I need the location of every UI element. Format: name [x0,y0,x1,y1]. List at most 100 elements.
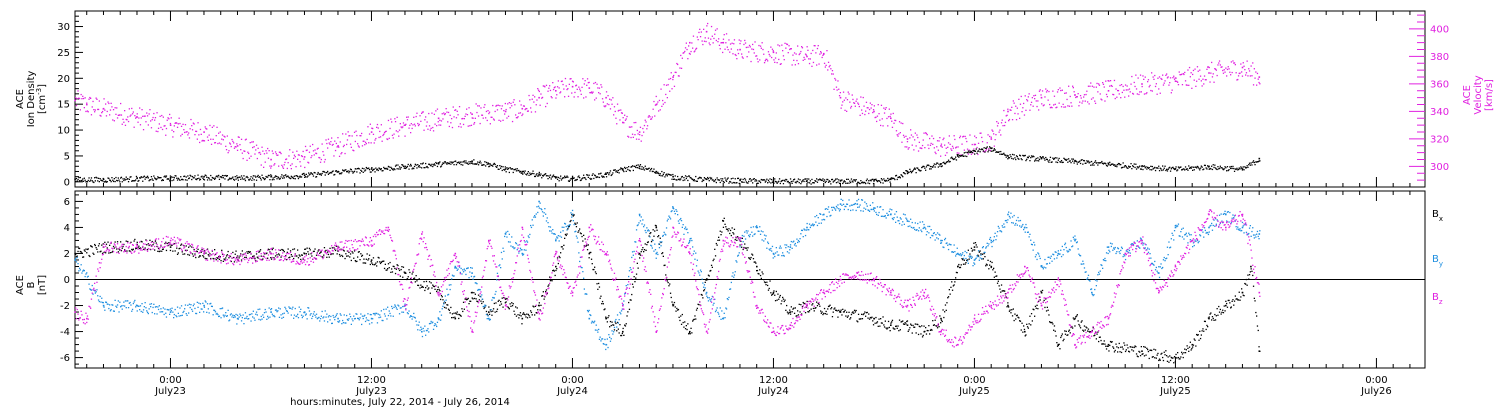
density-series-point [668,173,670,176]
bx-series-point [496,308,499,310]
bx-series-point [977,254,979,256]
bx-series-point [240,259,243,261]
bx-series-point [794,307,796,309]
bx-series-point [285,259,288,261]
bx-series-point [495,302,497,304]
density-series-point [501,169,503,172]
density-series-point [816,181,819,183]
bx-series-point [791,311,793,313]
bx-series-point [512,303,514,305]
velocity-series-point [938,140,940,142]
density-series-point [1046,158,1048,161]
velocity-series-point [704,37,706,39]
velocity-series-point [854,105,856,107]
density-series-point [104,181,106,183]
bx-series-point [235,250,237,252]
density-series-point [492,165,494,167]
by-series-point [131,308,134,311]
by-series-point [217,313,219,316]
bx-series-point [164,242,166,245]
density-series-point [581,178,583,180]
bx-series-point [489,309,491,311]
velocity-series-point [1137,77,1139,79]
velocity-series-point [1161,78,1163,80]
bx-series-point [1125,349,1127,351]
density-series-point [898,176,901,178]
density-series-datapoint [1241,168,1244,170]
bx-series-point [955,277,957,279]
density-series-point [355,168,357,170]
bx-series-point [417,284,419,286]
bx-series-point [535,312,537,314]
bx-series-point [107,241,109,243]
density-series-point [793,179,795,181]
velocity-series-point [368,133,371,135]
density-series-point [921,166,924,168]
density-series-point [1094,160,1097,162]
density-series-point [1108,164,1110,166]
bx-series-point [531,314,533,316]
bx-series-point [1184,352,1187,354]
velocity-series-point [137,121,139,123]
velocity-series-point [912,136,914,138]
density-series-point [824,181,826,184]
density-series-point [1175,166,1177,168]
density-series-point [457,161,459,164]
velocity-series-point [858,105,860,108]
by-series-point [119,301,121,303]
bx-series-point [1205,328,1207,331]
velocity-series-point [1006,114,1008,116]
density-series-point [614,169,616,171]
velocity-series-point [522,113,524,115]
density-series-point [795,182,797,184]
bx-series-point [1113,351,1116,353]
density-series-point [498,168,500,170]
by-series-point [151,311,153,314]
velocity-series-point [279,151,281,153]
velocity-series-point [1052,90,1054,92]
density-series-point [417,166,420,168]
density-series-point [482,164,484,166]
density-series-point [1237,168,1240,171]
velocity-series-point [1151,90,1153,92]
bx-series-point [154,240,157,242]
velocity-series-point [236,143,238,145]
by-series-point [184,304,187,306]
bx-series-point [565,234,567,237]
bx-series-point [1002,290,1004,292]
velocity-series-point [1128,88,1131,90]
density-series-point [1217,166,1219,168]
bx-series-point [470,300,472,302]
bx-series-point [585,245,587,247]
density-series-point [279,178,281,180]
velocity-series-point [1087,101,1089,103]
velocity-series-point [261,146,263,148]
bx-series-point [157,247,160,250]
density-series-point [967,150,969,152]
velocity-series-point [180,135,182,137]
density-series-point [344,169,346,171]
density-series-point [1071,158,1073,160]
density-series-point [528,174,530,176]
bx-series-point [806,300,808,303]
bx-series-point [334,248,336,250]
bx-series-point [929,329,932,331]
velocity-series-point [184,131,186,134]
velocity-series-point [282,167,285,169]
bx-series-point [476,300,478,302]
density-series-point [956,154,958,156]
density-series-point [997,151,999,153]
velocity-series-point [891,126,894,128]
bx-series-point [1226,306,1229,308]
density-series-point [341,172,343,174]
bx-series-point [200,251,202,253]
velocity-series-point [1179,74,1181,76]
density-series-point [391,167,393,169]
density-series-point [1012,158,1014,160]
density-series-point [644,165,646,167]
velocity-series-point [749,46,751,48]
velocity-series-point [970,153,973,155]
density-series-point [1180,166,1182,168]
velocity-series-point [243,150,245,152]
bx-series-point [981,253,984,255]
